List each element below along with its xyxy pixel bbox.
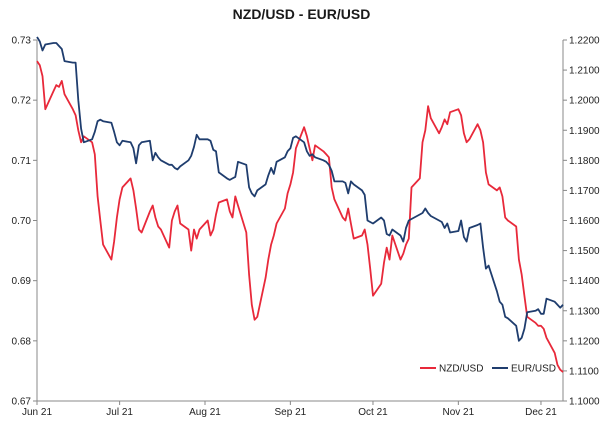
x-tick-label: Oct 21: [358, 407, 388, 418]
right-tick-label: 1.1400: [569, 276, 600, 287]
x-tick-label: Nov 21: [443, 407, 475, 418]
chart-title: NZD/USD - EUR/USD: [232, 6, 371, 22]
x-tick-label: Dec 21: [525, 407, 557, 418]
series-line-eur-usd: [36, 36, 564, 342]
left-tick-label: 0.73: [12, 36, 32, 47]
left-tick-label: 0.72: [12, 96, 32, 107]
x-tick-label: Sep 21: [275, 407, 307, 418]
x-tick-label: Jun 21: [22, 407, 52, 418]
right-tick-label: 1.1500: [569, 246, 600, 257]
left-tick-label: 0.70: [12, 216, 32, 227]
right-tick-label: 1.1600: [569, 216, 600, 227]
right-tick-label: 1.2100: [569, 66, 600, 77]
legend-label-eur-usd: EUR/USD: [511, 364, 556, 375]
left-tick-label: 0.71: [12, 156, 32, 167]
x-tick-label: Jul 21: [106, 407, 133, 418]
series-line-nzd-usd: [36, 60, 564, 373]
left-tick-label: 0.67: [12, 397, 32, 408]
right-tick-label: 1.1100: [569, 366, 599, 377]
right-tick-label: 1.1000: [569, 397, 600, 408]
right-tick-label: 1.1300: [569, 306, 600, 317]
right-tick-label: 1.1200: [569, 336, 600, 347]
x-tick-label: Aug 21: [189, 407, 221, 418]
right-tick-label: 1.1700: [569, 186, 600, 197]
right-tick-label: 1.2000: [569, 96, 600, 107]
right-tick-label: 1.1800: [569, 156, 600, 167]
legend-label-nzd-usd: NZD/USD: [439, 364, 483, 375]
right-tick-label: 1.2200: [569, 36, 600, 47]
left-tick-label: 0.69: [12, 276, 32, 287]
left-tick-label: 0.68: [12, 336, 32, 347]
right-tick-label: 1.1900: [569, 126, 600, 137]
